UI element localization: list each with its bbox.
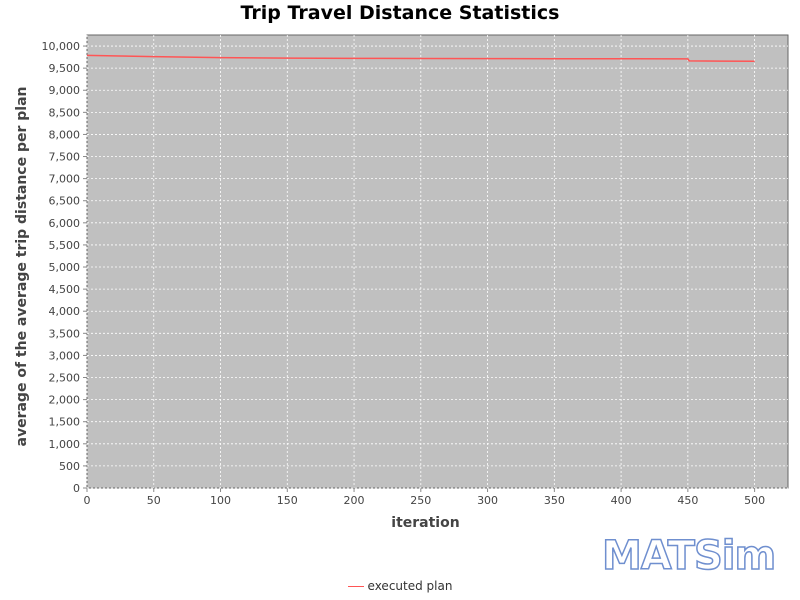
x-tick-label: 150 bbox=[277, 494, 298, 507]
matsim-logo: MATSim bbox=[601, 532, 777, 580]
x-tick-label: 0 bbox=[84, 494, 91, 507]
y-tick-label: 2,000 bbox=[49, 394, 81, 407]
y-tick-label: 2,500 bbox=[49, 372, 81, 385]
y-tick-label: 500 bbox=[59, 460, 80, 473]
x-tick-label: 500 bbox=[744, 494, 765, 507]
plot-area bbox=[86, 34, 789, 489]
legend-label: executed plan bbox=[367, 579, 453, 593]
y-tick-label: 7,000 bbox=[49, 173, 81, 186]
y-tick-label: 5,000 bbox=[49, 261, 81, 274]
x-tick-label: 300 bbox=[477, 494, 498, 507]
x-tick-label: 50 bbox=[147, 494, 161, 507]
y-tick-label: 7,500 bbox=[49, 151, 81, 164]
y-tick-label: 8,000 bbox=[49, 128, 81, 141]
y-tick-label: 3,000 bbox=[49, 349, 81, 362]
y-tick-label: 9,000 bbox=[49, 84, 81, 97]
y-tick-label: 3,500 bbox=[49, 327, 81, 340]
y-axis-label: average of the average trip distance per… bbox=[14, 87, 30, 447]
y-tick-label: 4,000 bbox=[49, 305, 81, 318]
y-tick-label: 6,500 bbox=[49, 195, 81, 208]
x-tick-label: 350 bbox=[544, 494, 565, 507]
legend: executed plan bbox=[0, 579, 800, 593]
y-tick-label: 10,000 bbox=[42, 40, 81, 53]
x-axis-label: iteration bbox=[391, 515, 459, 531]
y-tick-label: 1,000 bbox=[49, 438, 81, 451]
x-tick-label: 400 bbox=[611, 494, 632, 507]
y-tick-label: 1,500 bbox=[49, 416, 81, 429]
y-tick-label: 0 bbox=[73, 482, 80, 495]
x-tick-label: 100 bbox=[210, 494, 231, 507]
y-tick-label: 6,000 bbox=[49, 217, 81, 230]
y-tick-label: 5,500 bbox=[49, 239, 81, 252]
x-tick-label: 200 bbox=[344, 494, 365, 507]
series-line-executed-plan bbox=[86, 54, 755, 63]
chart-title: Trip Travel Distance Statistics bbox=[240, 2, 560, 24]
y-tick-label: 9,500 bbox=[49, 62, 81, 75]
y-tick-label: 4,500 bbox=[49, 283, 81, 296]
x-tick-label: 450 bbox=[677, 494, 698, 507]
x-tick-label: 250 bbox=[410, 494, 431, 507]
y-tick-label: 8,500 bbox=[49, 106, 81, 119]
legend-swatch bbox=[347, 586, 364, 587]
